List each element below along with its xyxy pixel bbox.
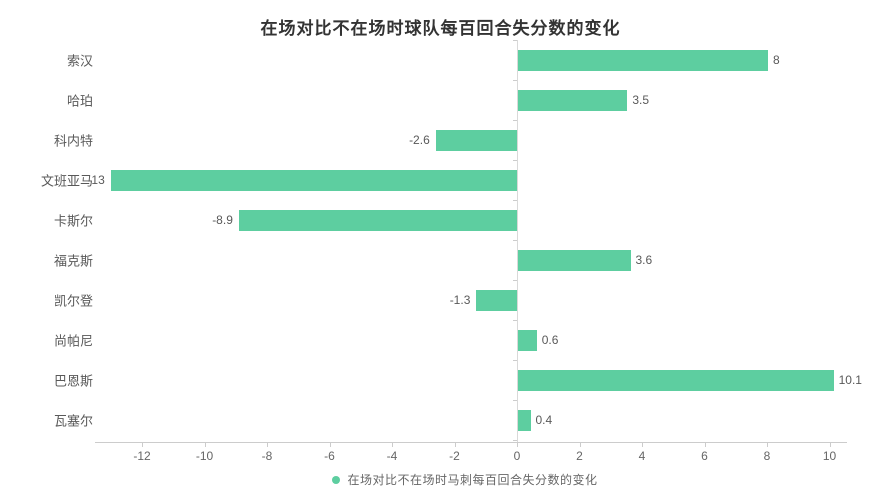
y-axis-label: 瓦塞尔: [53, 413, 93, 429]
zero-axis-line: [517, 40, 518, 442]
y-axis-label: 尚帕尼: [53, 333, 93, 349]
bar: [518, 249, 631, 271]
x-axis-tick: [767, 443, 768, 447]
x-axis-tick: [204, 443, 206, 447]
x-axis-tick-label: 4: [638, 449, 646, 463]
category-tick: [513, 400, 517, 401]
x-axis-tick: [267, 443, 268, 447]
x-axis-tick: [392, 443, 393, 447]
y-axis-label: 巴恩斯: [53, 373, 93, 389]
y-axis-label: 索汉: [66, 53, 93, 69]
category-tick: [513, 40, 517, 41]
x-axis-tick: [579, 443, 581, 447]
chart-title: 在场对比不在场时球队每百回合失分数的变化: [260, 19, 621, 38]
bar-value-label: 8: [773, 53, 780, 67]
category-tick: [513, 240, 517, 241]
bar-value-label: -13: [87, 173, 105, 187]
bar: [238, 209, 517, 231]
x-axis-tick-label: 0: [513, 449, 521, 463]
category-tick: [513, 80, 517, 81]
bar: [518, 409, 531, 431]
x-axis-tick-label: -8: [261, 449, 273, 463]
bar: [518, 369, 834, 391]
x-axis-tick: [329, 443, 331, 447]
y-axis-label: 凯尔登: [53, 293, 93, 309]
x-axis-tick: [642, 443, 643, 447]
bar: [435, 129, 517, 151]
category-tick: [513, 200, 517, 201]
category-tick: [513, 440, 517, 441]
x-axis-tick: [517, 443, 518, 447]
x-axis-tick-label: -6: [324, 449, 335, 463]
x-axis-tick: [829, 443, 831, 447]
legend[interactable]: 在场对比不在场时马刺每百回合失分数的变化: [0, 471, 881, 489]
bar-value-label: 0.6: [541, 333, 559, 347]
bar: [518, 89, 628, 111]
bar: [518, 329, 537, 351]
y-axis-label: 福克斯: [53, 253, 93, 269]
x-axis-tick-label: -10: [195, 449, 214, 463]
category-tick: [513, 120, 517, 121]
y-axis-label: 哈珀: [66, 93, 93, 109]
y-axis-label: 科内特: [53, 133, 93, 149]
category-tick: [513, 160, 517, 161]
x-axis-tick: [704, 443, 706, 447]
bar-value-label: 3.6: [635, 253, 653, 267]
x-axis-tick-label: -2: [449, 449, 460, 463]
y-axis-label: 文班亚马: [40, 173, 93, 189]
category-tick: [513, 280, 517, 281]
category-tick: [513, 360, 517, 361]
y-axis-label: 卡斯尔: [53, 213, 93, 229]
bar: [110, 169, 517, 191]
bar-value-label: 3.5: [632, 93, 650, 107]
bar-value-label: -1.3: [449, 293, 471, 307]
legend-label: 在场对比不在场时马刺每百回合失分数的变化: [347, 473, 598, 488]
legend-dot-icon: [332, 475, 341, 484]
bar-value-label: 10.1: [838, 373, 862, 387]
bar-value-label: -2.6: [409, 133, 430, 147]
x-axis-tick-label: -12: [133, 449, 151, 463]
x-axis-tick-label: 10: [822, 449, 837, 463]
x-axis-line: [95, 442, 847, 443]
x-axis-tick: [142, 443, 143, 447]
bar-value-label: 0.4: [535, 413, 553, 427]
x-axis-tick-label: 6: [701, 449, 708, 463]
bar: [518, 49, 768, 71]
category-tick: [513, 320, 517, 321]
x-axis-tick: [454, 443, 456, 447]
x-axis-tick-label: -4: [386, 449, 398, 463]
x-axis-tick-label: 8: [763, 449, 771, 463]
x-axis-tick-label: 2: [576, 449, 583, 463]
bar-value-label: -8.9: [212, 213, 233, 227]
bar: [476, 289, 517, 311]
